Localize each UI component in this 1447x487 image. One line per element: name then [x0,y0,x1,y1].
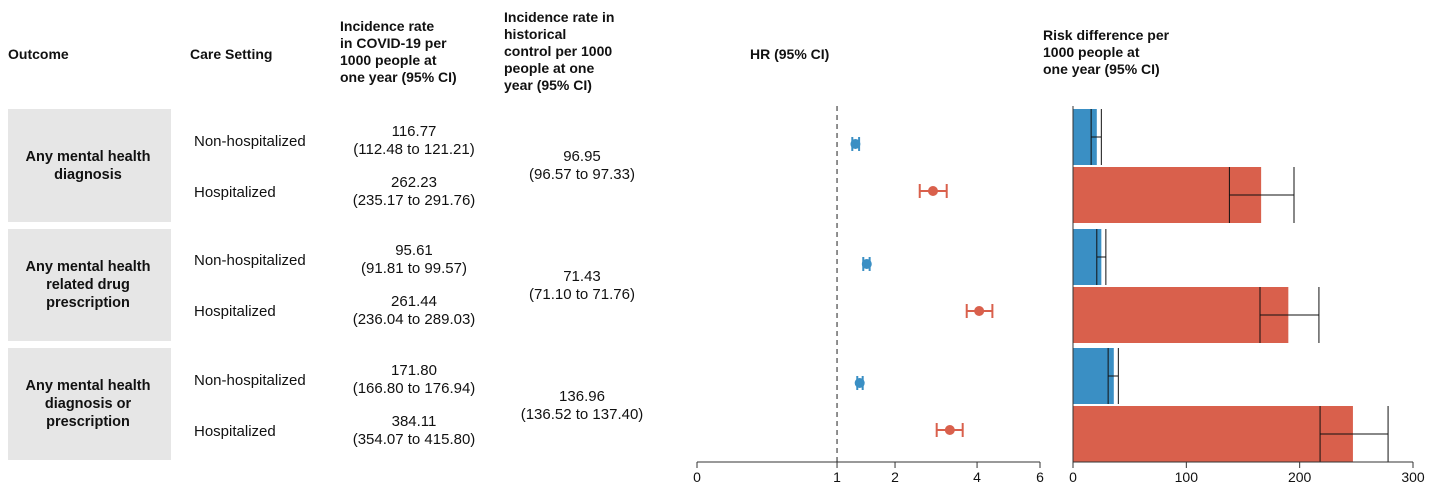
control-rate-value: 71.43 (71.10 to 71.76) [529,268,635,303]
risk-difference-bar-chart: 0 100 200 300 [1069,106,1425,485]
outcome-band-2 [8,229,171,341]
covid-rate-value: 384.11 (354.07 to 415.80) [352,413,476,448]
rd-bar [1073,406,1353,462]
hr-tick-label: 2 [891,469,899,485]
hr-point [850,139,861,149]
hr-point [944,425,955,435]
rd-tick-label: 300 [1401,469,1425,485]
care-setting-label: Non-hospitalized [194,372,306,389]
header-hr: HR (95% CI) [750,46,830,62]
care-setting-label: Hospitalized [194,423,276,440]
header-risk-difference: Risk difference per 1000 people at one y… [1043,27,1170,77]
hr-tick-label: 0 [693,469,701,485]
outcome-band-3 [8,348,171,460]
outcome-label: Any mental health related drug prescript… [25,259,151,311]
outcome-label: Any mental health diagnosis or prescript… [25,378,151,430]
care-setting-label: Hospitalized [194,184,276,201]
hr-point [974,306,985,316]
control-rate-value: 136.96 (136.52 to 137.40) [520,388,644,423]
covid-rate-value: 261.44 (236.04 to 289.03) [352,293,476,328]
covid-rate-value: 95.61 (91.81 to 99.57) [361,242,467,277]
rd-tick-label: 0 [1069,469,1077,485]
care-setting-label: Non-hospitalized [194,133,306,150]
rd-bar [1073,348,1114,404]
covid-rate-value: 171.80 (166.80 to 176.94) [352,362,476,397]
header-outcome: Outcome [8,46,69,62]
control-rate-value: 96.95 (96.57 to 97.33) [529,148,635,183]
covid-rate-value: 262.23 (235.17 to 291.76) [352,174,476,209]
outcome-band-1 [8,109,171,222]
header-control-rate: Incidence rate in historical control per… [504,9,615,93]
rd-tick-label: 200 [1288,469,1312,485]
hr-tick-label: 1 [833,469,841,485]
hr-point [927,186,938,196]
hr-point [854,378,865,388]
rd-tick-label: 100 [1175,469,1199,485]
hr-forest-plot: 0 1 2 4 6 [693,106,1044,485]
outcome-label: Any mental health diagnosis [25,148,151,183]
hr-tick-label: 6 [1036,469,1044,485]
hr-tick-label: 4 [973,469,981,485]
header-covid-rate: Incidence rate in COVID-19 per 1000 peop… [340,18,457,85]
rd-bar [1073,287,1289,343]
header-care-setting: Care Setting [190,46,273,62]
care-setting-label: Hospitalized [194,303,276,320]
covid-rate-value: 116.77 (112.48 to 121.21) [353,123,475,158]
care-setting-label: Non-hospitalized [194,252,306,269]
hr-point [861,259,872,269]
